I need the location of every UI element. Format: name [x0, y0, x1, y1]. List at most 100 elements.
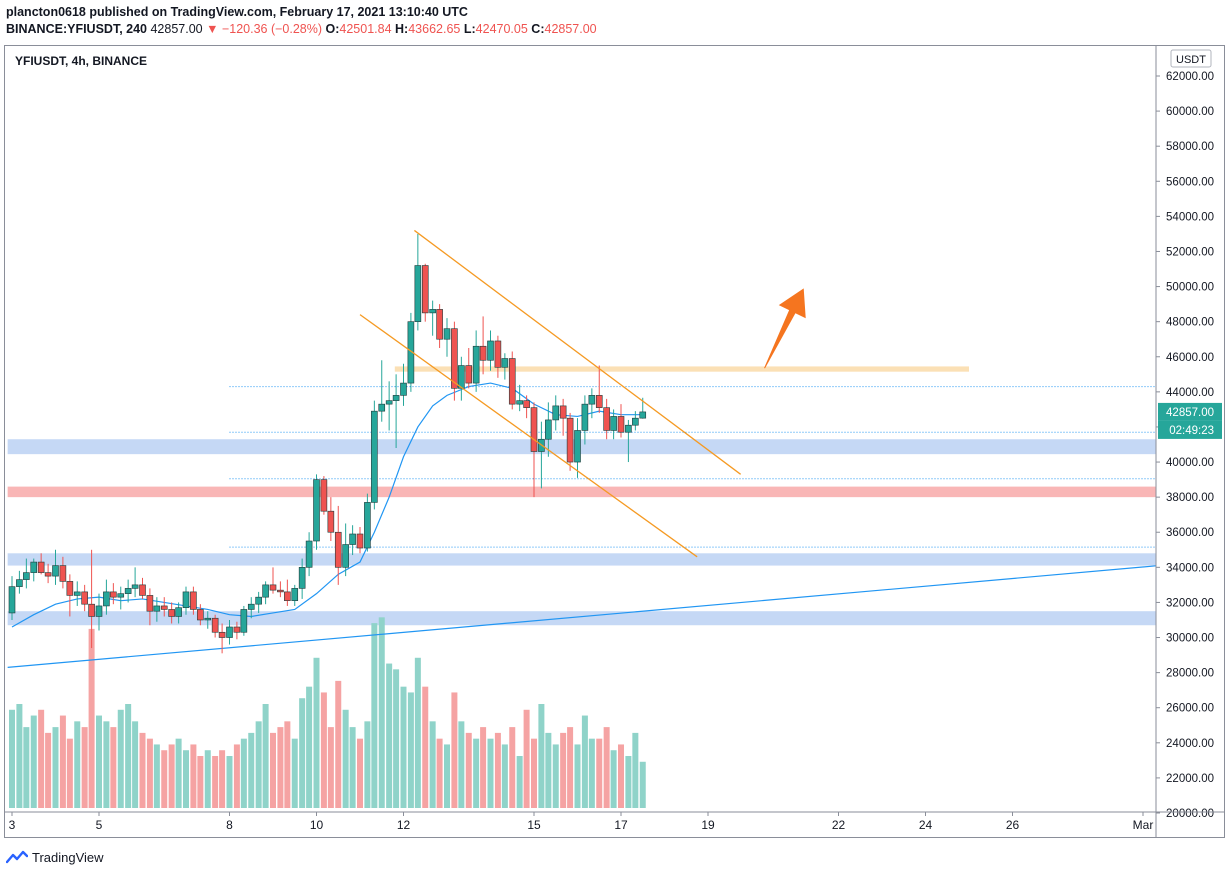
candle-body	[110, 591, 117, 598]
volume-bar	[226, 756, 233, 808]
volume-bar	[291, 738, 298, 808]
candle-body	[81, 591, 88, 605]
price-tick-label: 26000.00	[1166, 703, 1214, 715]
volume-bar	[117, 709, 124, 808]
volume-bar	[81, 727, 88, 808]
support-zone-0	[7, 439, 1156, 455]
candle-body	[392, 395, 400, 401]
price-tick-label: 52000.00	[1166, 246, 1214, 258]
candle-body	[240, 609, 248, 633]
price-tick-label: 20000.00	[1166, 808, 1214, 820]
price-tick-label: 56000.00	[1166, 176, 1214, 188]
candle-body	[400, 382, 407, 396]
high-value: 43662.65	[408, 22, 461, 36]
time-tick-label: 26	[1006, 818, 1020, 832]
price-tick-label: 28000.00	[1166, 668, 1214, 680]
volume-bar	[233, 744, 240, 808]
candle-body	[182, 591, 190, 608]
volume-bar	[378, 617, 385, 808]
volume-bar	[552, 744, 559, 808]
time-tick-label: 17	[614, 818, 628, 832]
candle-body	[23, 572, 30, 580]
candle-body	[632, 417, 639, 426]
volume-bar	[639, 761, 646, 808]
candle-body	[197, 609, 204, 621]
candle-body	[451, 328, 458, 389]
candle-body	[291, 588, 299, 601]
candle-body	[269, 584, 277, 591]
symbol-label: BINANCE:YFIUSDT, 240	[6, 22, 147, 36]
volume-bar	[139, 732, 146, 808]
candle-body	[218, 631, 226, 638]
time-tick-label: 10	[310, 818, 324, 832]
brand-footer: TradingView	[6, 848, 104, 866]
volume-bar	[45, 732, 52, 808]
volume-bar	[436, 738, 443, 808]
ascending-trendline	[7, 565, 1156, 668]
candle-body	[414, 265, 422, 322]
candle-body	[574, 430, 581, 463]
candle-body	[52, 565, 59, 577]
candle-body	[139, 584, 146, 596]
volume-bar	[197, 756, 204, 808]
volume-bar	[596, 738, 603, 808]
volume-bar	[96, 715, 102, 808]
volume-bar	[588, 738, 595, 808]
countdown-label: 02:49:23	[1169, 425, 1214, 437]
volume-bar	[204, 750, 211, 808]
candle-body	[588, 395, 596, 405]
volume-bar	[429, 721, 436, 808]
price-tick-label: 22000.00	[1166, 773, 1214, 785]
resistance-zone-1	[7, 486, 1156, 498]
candle-body	[277, 589, 284, 593]
price-tick-label: 38000.00	[1166, 492, 1214, 504]
price-tick-label: 54000.00	[1166, 211, 1214, 223]
published-line: plancton0618 published on TradingView.co…	[6, 5, 468, 20]
candle-body	[146, 595, 154, 612]
author: plancton0618 published on TradingView.co…	[6, 5, 468, 19]
candle-body	[320, 479, 328, 512]
volume-bar	[414, 657, 421, 808]
candle-body	[465, 365, 473, 384]
volume-bar	[16, 704, 23, 808]
volume-bar	[349, 727, 356, 808]
volume-bar	[74, 721, 81, 808]
candle-body	[349, 533, 356, 545]
price-tick-label: 60000.00	[1166, 106, 1214, 118]
volume-bar	[110, 727, 117, 808]
volume-bar	[248, 732, 255, 808]
price-tick-label: 58000.00	[1166, 141, 1214, 153]
volume-bar	[183, 750, 189, 808]
candle-body	[508, 358, 516, 405]
price-tick-label: 24000.00	[1166, 738, 1214, 750]
volume-bar	[574, 744, 581, 808]
candle-body	[407, 321, 415, 384]
price-tick-label: 44000.00	[1166, 387, 1214, 399]
volume-bar	[219, 750, 226, 808]
support-zone-3	[7, 611, 1156, 626]
candle-body	[204, 617, 212, 621]
close-label: C:	[531, 22, 545, 36]
volume-bar	[364, 721, 371, 808]
candle-body	[530, 407, 538, 452]
last-price: 42857.00	[150, 22, 203, 36]
price-tick-label: 34000.00	[1166, 562, 1214, 574]
breakout-zone-4	[394, 366, 969, 372]
candle-body	[487, 340, 494, 361]
volume-bar	[335, 680, 342, 808]
candle-body	[284, 591, 291, 601]
volume-bar	[480, 727, 487, 808]
support-zone-2	[7, 553, 1156, 566]
volume-bar	[465, 732, 472, 808]
candle-body	[581, 403, 589, 431]
last-price-badge	[1158, 402, 1222, 421]
candle-body	[305, 540, 313, 568]
volume-bar	[30, 715, 37, 808]
price-tick-label: 46000.00	[1166, 352, 1214, 364]
candle-body	[436, 309, 443, 340]
candle-body	[190, 591, 197, 610]
candle-body	[66, 581, 74, 596]
price-tick-label: 36000.00	[1166, 527, 1214, 539]
volume-bar	[473, 738, 480, 808]
